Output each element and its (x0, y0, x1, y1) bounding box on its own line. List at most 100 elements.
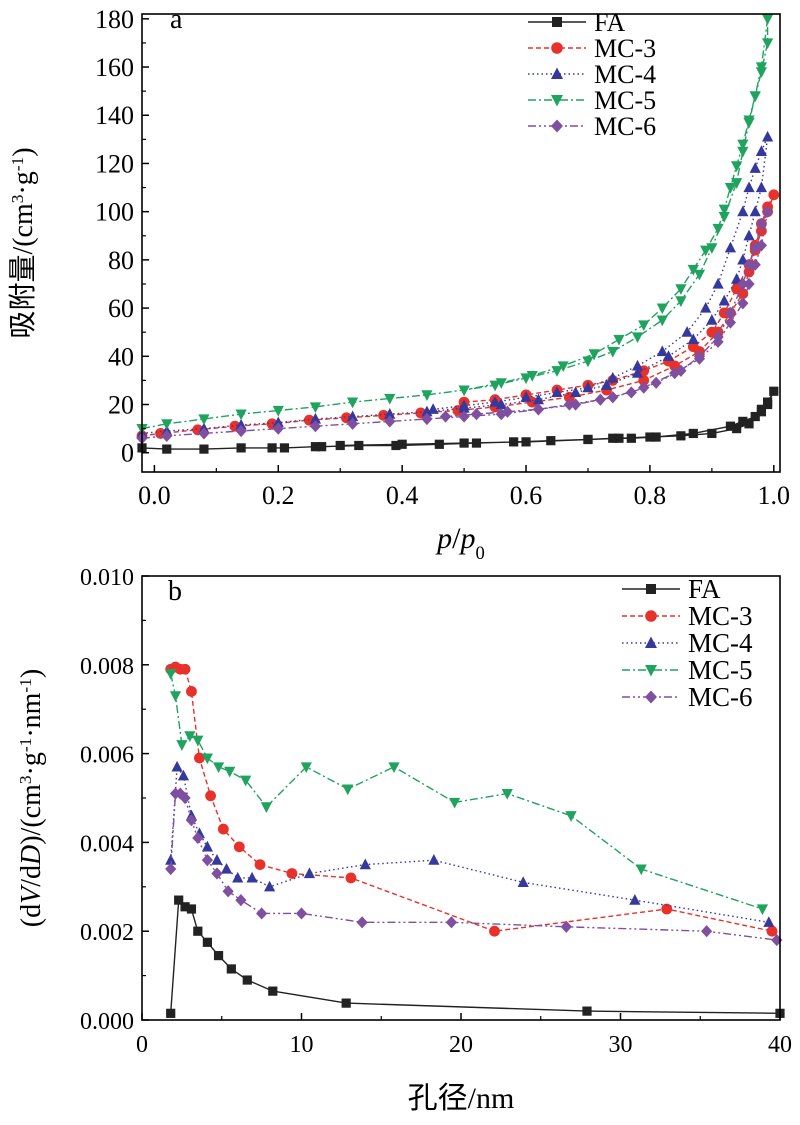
data-point (693, 350, 706, 363)
data-point (532, 393, 545, 405)
data-point (193, 926, 203, 936)
data-point (388, 762, 400, 774)
data-point (676, 431, 686, 441)
data-point (712, 223, 724, 235)
data-point (614, 433, 624, 443)
data-point (712, 330, 724, 344)
data-point (688, 428, 698, 439)
series-line (170, 764, 769, 923)
legend-item: FA (622, 574, 721, 604)
data-point (731, 273, 743, 284)
legend-marker (551, 42, 563, 54)
data-point (347, 410, 359, 422)
data-point (421, 390, 433, 401)
plot-frame (141, 575, 781, 1021)
y-axis-label-part: 3 (16, 775, 35, 784)
data-point (706, 243, 718, 254)
data-point (693, 269, 706, 281)
data-point (762, 205, 774, 218)
data-point (303, 867, 316, 879)
data-point (724, 306, 737, 320)
legend-label: MC-4 (688, 628, 753, 658)
x-tick-label: 0.2 (262, 481, 295, 510)
series-fa (137, 386, 779, 454)
x-tick-label: 0.8 (634, 481, 667, 510)
data-point (687, 264, 699, 276)
data-point (495, 408, 507, 421)
y-tick-label: 60 (108, 294, 134, 323)
data-point (501, 788, 513, 800)
legend-label: MC-3 (688, 601, 753, 631)
data-point (201, 753, 213, 765)
data-point (724, 241, 737, 253)
data-point (162, 444, 172, 454)
legend-marker (645, 636, 657, 648)
data-point (669, 367, 681, 380)
data-point (309, 420, 322, 433)
x-tick-label: 40 (768, 1032, 792, 1058)
data-point (724, 182, 737, 194)
y-tick-label: 20 (108, 391, 134, 420)
data-point (607, 371, 619, 383)
x-axis-label-part: 0 (476, 543, 485, 564)
data-point (428, 854, 440, 865)
legend-label: FA (688, 574, 721, 604)
data-point (384, 393, 396, 405)
data-point (309, 402, 322, 414)
data-point (732, 424, 742, 434)
data-point (756, 904, 769, 916)
series-line (141, 136, 769, 435)
data-point (268, 986, 278, 996)
data-point (594, 393, 606, 406)
data-point (766, 925, 778, 937)
data-point (169, 691, 182, 702)
data-point (582, 381, 594, 393)
legend-label: MC-4 (594, 60, 656, 89)
data-point (718, 294, 730, 306)
data-point (607, 391, 619, 404)
data-point (434, 439, 444, 449)
data-point (651, 432, 661, 442)
data-point (235, 418, 247, 430)
data-point (687, 333, 699, 345)
data-point (199, 444, 209, 454)
data-point (635, 864, 647, 876)
y-tick-label: 160 (95, 53, 134, 82)
data-point (700, 245, 712, 257)
data-point (198, 427, 210, 440)
series-line (141, 194, 775, 437)
series-mc-5 (136, 14, 774, 435)
data-point (631, 359, 644, 371)
data-point (202, 937, 212, 947)
legend-label: FA (594, 8, 626, 37)
data-point (449, 797, 461, 809)
data-point (459, 438, 469, 448)
data-point (246, 871, 258, 883)
data-point (345, 872, 357, 884)
chart-panel-a: 0.0 0.2 0.4 0.6 0.8 1.0 0 20 40 60 80 100 120 140 160 1… (7, 4, 790, 564)
data-point (755, 181, 768, 193)
y-tick-label: 180 (95, 5, 134, 34)
y-axis-label-part: V (16, 884, 47, 904)
data-point (762, 38, 774, 50)
data-point (749, 91, 761, 103)
data-point (256, 907, 268, 920)
data-point (712, 277, 724, 289)
data-point (749, 241, 761, 254)
x-axis-label-part: / (452, 522, 461, 555)
data-point (295, 907, 308, 920)
data-point (186, 686, 197, 697)
data-point (180, 902, 190, 912)
data-point (638, 381, 650, 394)
data-point (176, 740, 188, 751)
data-point (569, 386, 582, 398)
data-point (458, 385, 470, 397)
data-point (737, 205, 749, 217)
data-point (220, 862, 233, 874)
y-tick-label: 40 (108, 342, 134, 371)
y-tick-label: 0.002 (80, 920, 134, 946)
x-axis-label-part: p (435, 522, 452, 555)
legend-item: MC-4 (528, 60, 656, 89)
series-mc-6 (165, 787, 783, 947)
data-point (397, 439, 407, 449)
